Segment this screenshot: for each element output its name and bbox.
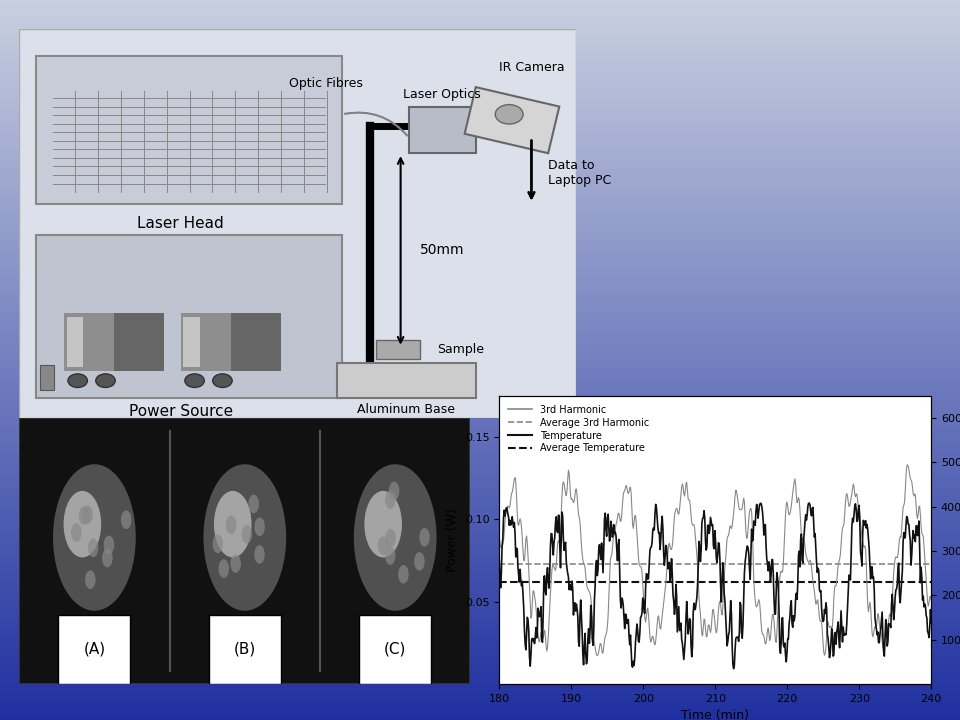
- Bar: [66, 317, 84, 367]
- Ellipse shape: [365, 491, 402, 557]
- Ellipse shape: [385, 490, 396, 509]
- Ellipse shape: [212, 534, 223, 553]
- Ellipse shape: [354, 464, 437, 611]
- Bar: [180, 312, 230, 371]
- Text: Data to
Laptop PC: Data to Laptop PC: [548, 158, 612, 186]
- Text: Power Source: Power Source: [129, 404, 232, 419]
- Ellipse shape: [68, 374, 87, 387]
- Ellipse shape: [414, 552, 424, 571]
- Ellipse shape: [230, 554, 241, 573]
- Ellipse shape: [385, 546, 396, 564]
- Ellipse shape: [204, 464, 286, 611]
- FancyBboxPatch shape: [208, 615, 281, 684]
- Ellipse shape: [71, 523, 82, 542]
- Bar: [409, 107, 476, 153]
- Polygon shape: [465, 87, 560, 153]
- Ellipse shape: [389, 482, 399, 500]
- Ellipse shape: [102, 549, 112, 567]
- Ellipse shape: [185, 374, 204, 387]
- Bar: [63, 312, 114, 371]
- Y-axis label: Power (W): Power (W): [446, 508, 459, 572]
- Text: Laser Head: Laser Head: [137, 216, 224, 230]
- FancyBboxPatch shape: [359, 615, 431, 684]
- X-axis label: Time (min): Time (min): [682, 709, 749, 720]
- Ellipse shape: [104, 536, 114, 554]
- Ellipse shape: [385, 528, 396, 547]
- Text: Sample: Sample: [437, 343, 484, 356]
- Text: (B): (B): [233, 642, 256, 657]
- Bar: [375, 340, 420, 359]
- Ellipse shape: [83, 505, 93, 524]
- Ellipse shape: [53, 464, 135, 611]
- Text: 50mm: 50mm: [420, 243, 465, 258]
- Bar: [183, 317, 200, 367]
- Ellipse shape: [398, 565, 409, 584]
- Text: IR Camera: IR Camera: [498, 61, 564, 74]
- Text: (C): (C): [384, 642, 406, 657]
- Ellipse shape: [214, 491, 252, 557]
- FancyBboxPatch shape: [59, 615, 131, 684]
- Ellipse shape: [96, 374, 115, 387]
- Ellipse shape: [495, 104, 523, 124]
- Text: Laser Optics: Laser Optics: [403, 89, 481, 102]
- Text: (A): (A): [84, 642, 106, 657]
- Bar: [36, 56, 342, 204]
- Bar: [40, 365, 55, 390]
- Ellipse shape: [79, 506, 89, 525]
- Ellipse shape: [219, 559, 229, 578]
- Bar: [63, 312, 164, 371]
- Ellipse shape: [420, 528, 430, 546]
- Bar: [337, 363, 476, 398]
- Ellipse shape: [254, 518, 265, 536]
- Ellipse shape: [88, 539, 99, 557]
- Ellipse shape: [226, 516, 236, 534]
- Ellipse shape: [254, 545, 265, 564]
- Polygon shape: [19, 29, 576, 418]
- Ellipse shape: [213, 374, 232, 387]
- Ellipse shape: [242, 525, 252, 544]
- Ellipse shape: [121, 510, 132, 529]
- Bar: [36, 235, 342, 398]
- Ellipse shape: [85, 570, 96, 589]
- Ellipse shape: [378, 536, 389, 555]
- Text: Aluminum Base: Aluminum Base: [357, 403, 455, 416]
- Text: Optic Fibres: Optic Fibres: [289, 77, 362, 90]
- Ellipse shape: [63, 491, 101, 557]
- Ellipse shape: [249, 495, 259, 513]
- Bar: [180, 312, 281, 371]
- Legend: 3rd Harmonic, Average 3rd Harmonic, Temperature, Average Temperature: 3rd Harmonic, Average 3rd Harmonic, Temp…: [504, 401, 653, 457]
